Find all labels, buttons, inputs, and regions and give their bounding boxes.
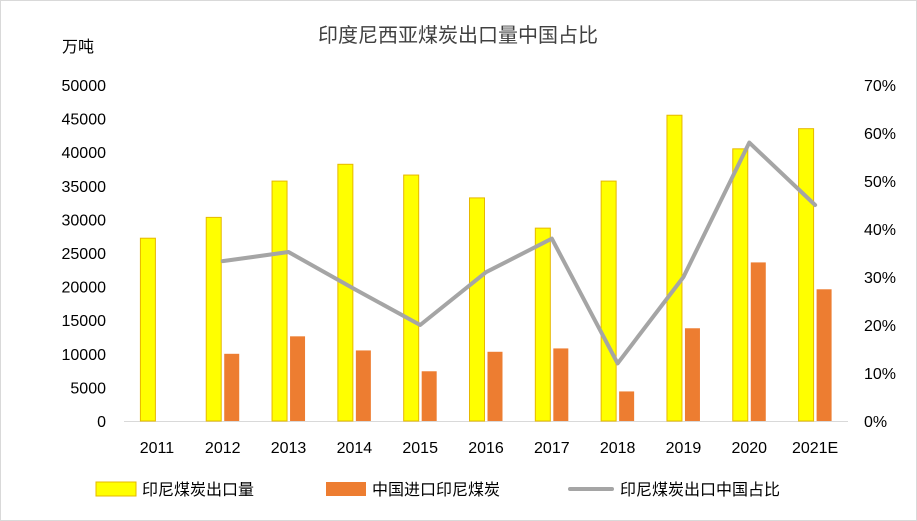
legend-label-china-share: 印尼煤炭出口中国占比 [620, 480, 780, 499]
y2-tick-label: 0% [864, 414, 887, 431]
y-tick-label: 30000 [62, 212, 107, 229]
y-tick-label: 25000 [62, 246, 107, 263]
bars-group [139, 114, 832, 422]
bar-china-import [553, 348, 569, 421]
bar-china-import [487, 351, 503, 421]
y2-tick-label: 50% [864, 174, 896, 191]
x-tick-label: 2015 [402, 440, 438, 457]
bar-export-volume [337, 163, 354, 422]
legend: 印尼煤炭出口量 中国进口印尼煤炭 印尼煤炭出口中国占比 [95, 480, 780, 499]
bar-export-volume [798, 128, 815, 422]
x-tick-label: 2019 [666, 440, 702, 457]
bar-export-volume [600, 180, 617, 422]
y-tick-label: 5000 [70, 380, 106, 397]
y-tick-label: 15000 [62, 313, 107, 330]
bar-china-import [684, 328, 700, 421]
x-tick-label: 2017 [534, 440, 570, 457]
bar-china-import [421, 371, 437, 421]
y-tick-label: 40000 [62, 145, 107, 162]
legend-label-export-volume: 印尼煤炭出口量 [142, 480, 254, 499]
bar-china-import [355, 350, 371, 421]
x-tick-label: 2020 [731, 440, 767, 457]
y-axis-unit-label: 万吨 [62, 37, 94, 56]
bar-china-import [750, 262, 766, 421]
line-series-group [220, 140, 818, 366]
y-tick-label: 50000 [62, 78, 107, 95]
chart-title: 印度尼西亚煤炭出口量中国占比 [318, 23, 598, 47]
bar-china-import [619, 391, 635, 421]
bar-export-volume [205, 216, 222, 422]
x-tick-label: 2016 [468, 440, 504, 457]
bar-export-volume [732, 148, 749, 422]
y2-tick-label: 40% [864, 222, 896, 239]
y2-tick-label: 20% [864, 318, 896, 335]
y2-axis-ticks: 70% 60% 50% 40% 30% 20% 10% 0% [864, 78, 896, 431]
x-tick-label: 2011 [140, 440, 175, 457]
y2-tick-label: 60% [864, 126, 896, 143]
y-tick-label: 10000 [62, 347, 107, 364]
bar-export-volume [271, 180, 288, 422]
x-tick-label: 2013 [271, 440, 307, 457]
y2-tick-label: 70% [864, 78, 896, 95]
bar-export-volume [403, 174, 420, 422]
y2-tick-label: 30% [864, 270, 896, 287]
bar-export-volume [469, 197, 485, 422]
y-tick-label: 35000 [62, 179, 107, 196]
bar-china-import [290, 336, 306, 421]
legend-swatch-china-import [326, 482, 366, 496]
x-tick-label: 2021E [792, 440, 838, 457]
y-axis-ticks: 5000045000400003500030000250002000015000… [62, 78, 107, 431]
bar-china-import [816, 289, 832, 421]
x-axis-ticks: 2011 2012 2013 2014 2015 2016 2017 2018 2019 2020… [140, 440, 839, 457]
x-tick-label: 2012 [205, 440, 241, 457]
legend-label-china-import: 中国进口印尼煤炭 [372, 480, 500, 499]
y2-tick-label: 10% [864, 366, 896, 383]
y-tick-label: 20000 [62, 280, 107, 297]
line-china-share [220, 140, 818, 366]
bar-export-volume [534, 227, 551, 422]
x-tick-label: 2014 [337, 440, 373, 457]
legend-swatch-export-volume [95, 481, 137, 497]
y-tick-label: 45000 [62, 112, 107, 129]
bar-china-import [224, 353, 240, 421]
bar-export-volume [139, 237, 156, 422]
x-tick-label: 2018 [600, 440, 636, 457]
bar-export-volume [666, 114, 683, 422]
y-tick-label: 0 [97, 414, 106, 431]
